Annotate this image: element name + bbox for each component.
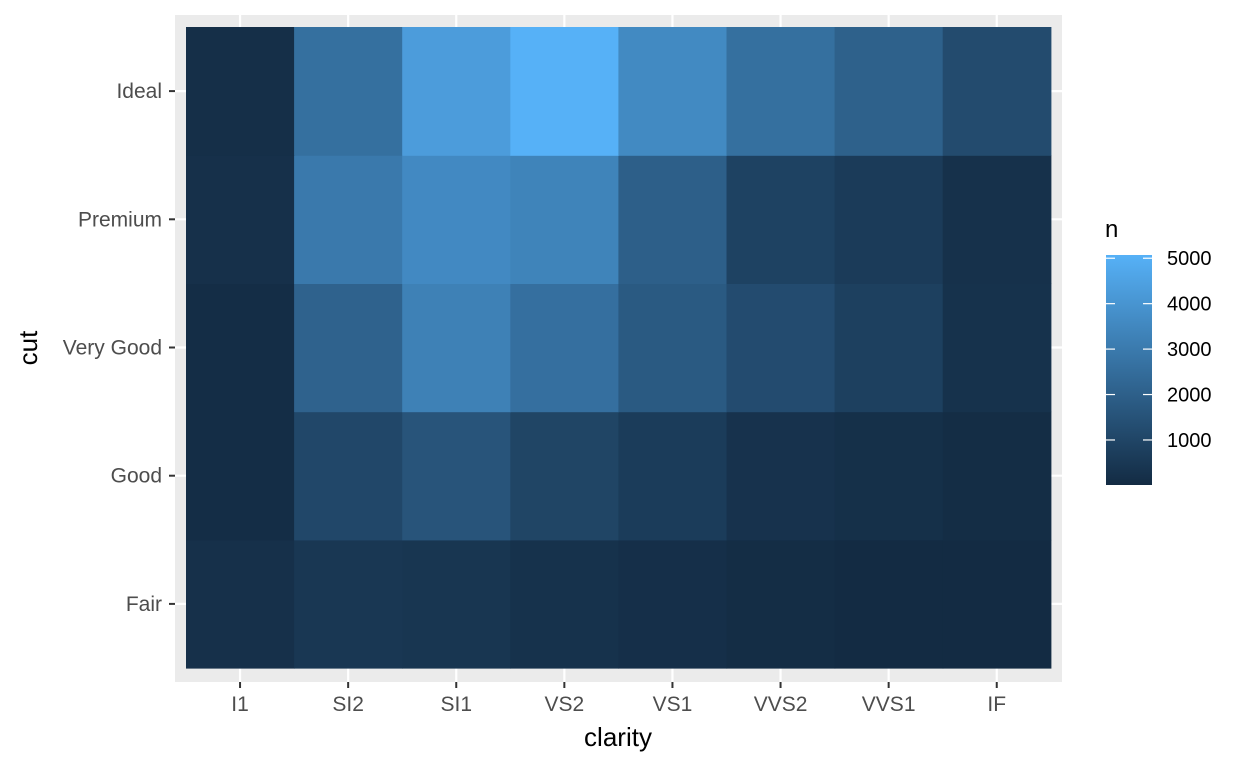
x-tick-label: VS2 (544, 693, 584, 716)
heatmap-cell-very-good-i1 (186, 283, 295, 413)
legend: n 1000 2000 3000 4000 5000 (1105, 216, 1212, 485)
heatmap-cell-premium-vs2 (510, 155, 619, 284)
legend-tick-label: 4000 (1167, 294, 1212, 316)
heatmap-cell-ideal-vvs2 (726, 27, 836, 156)
heatmap-cell-very-good-vvs2 (726, 283, 836, 413)
heatmap-cell-ideal-vs2 (510, 27, 619, 156)
x-axis: I1 SI2 SI1 VS2 VS1 VVS2 VVS1 IF (231, 682, 1006, 716)
x-tick-label: SI2 (332, 693, 364, 716)
legend-colorbar (1106, 255, 1152, 485)
y-axis-title: cut (13, 330, 43, 365)
heatmap-cell-ideal-vvs1 (834, 27, 944, 156)
heatmap-cell-premium-vvs1 (834, 155, 944, 284)
heatmap-cells (186, 27, 1052, 669)
x-tick-label: VS1 (653, 693, 693, 716)
y-tick-label: Premium (78, 208, 162, 231)
heatmap-cell-fair-vs2 (510, 539, 619, 669)
heatmap-cell-fair-si1 (402, 539, 511, 669)
legend-tick-label: 2000 (1167, 385, 1212, 407)
heatmap-cell-fair-vvs1 (834, 539, 944, 669)
heatmap-cell-very-good-vs1 (618, 283, 728, 413)
heatmap-cell-premium-vvs2 (726, 155, 836, 284)
heatmap-cell-good-vs1 (618, 411, 728, 541)
heatmap-cell-very-good-if (942, 283, 1052, 413)
y-tick-label: Ideal (116, 80, 162, 103)
heatmap-cell-good-vs2 (510, 411, 619, 541)
heatmap-cell-fair-if (942, 539, 1052, 669)
legend-title: n (1105, 216, 1118, 243)
heatmap-cell-fair-vvs2 (726, 539, 836, 669)
heatmap-cell-very-good-si2 (294, 283, 403, 413)
heatmap-cell-good-if (942, 411, 1052, 541)
y-tick-label: Good (111, 465, 162, 488)
heatmap-cell-fair-vs1 (618, 539, 728, 669)
heatmap-cell-good-vvs1 (834, 411, 944, 541)
y-tick-label: Very Good (63, 337, 162, 360)
x-tick-label: IF (987, 693, 1006, 716)
heatmap-cell-very-good-vs2 (510, 283, 619, 413)
heatmap-cell-good-vvs2 (726, 411, 836, 541)
heatmap-cell-good-i1 (186, 411, 295, 541)
heatmap-cell-good-si2 (294, 411, 403, 541)
heatmap-cell-ideal-vs1 (618, 27, 728, 156)
x-tick-label: I1 (231, 693, 249, 716)
heatmap-cell-ideal-si1 (402, 27, 511, 156)
heatmap-cell-good-si1 (402, 411, 511, 541)
heatmap-cell-premium-si2 (294, 155, 403, 284)
legend-tick-label: 3000 (1167, 339, 1212, 361)
heatmap-cell-fair-i1 (186, 539, 295, 669)
heatmap-cell-premium-vs1 (618, 155, 728, 284)
heatmap-cell-ideal-if (942, 27, 1052, 156)
y-axis: Fair Good Very Good Premium Ideal (63, 80, 175, 616)
heatmap-cell-fair-si2 (294, 539, 403, 669)
heatmap-cell-ideal-si2 (294, 27, 403, 156)
heatmap-cell-premium-si1 (402, 155, 511, 284)
heatmap-cell-very-good-vvs1 (834, 283, 944, 413)
heatmap-cell-very-good-si1 (402, 283, 511, 413)
legend-tick-label: 5000 (1167, 248, 1212, 270)
legend-tick-label: 1000 (1167, 430, 1212, 452)
x-axis-title: clarity (584, 722, 652, 752)
heatmap-cell-premium-if (942, 155, 1052, 284)
heatmap-cell-ideal-i1 (186, 27, 295, 156)
legend-ticks: 1000 2000 3000 4000 5000 (1106, 248, 1212, 452)
heatmap-cell-premium-i1 (186, 155, 295, 284)
x-tick-label: VVS2 (754, 693, 808, 716)
x-tick-label: VVS1 (862, 693, 916, 716)
x-tick-label: SI1 (440, 693, 472, 716)
y-tick-label: Fair (126, 593, 162, 616)
